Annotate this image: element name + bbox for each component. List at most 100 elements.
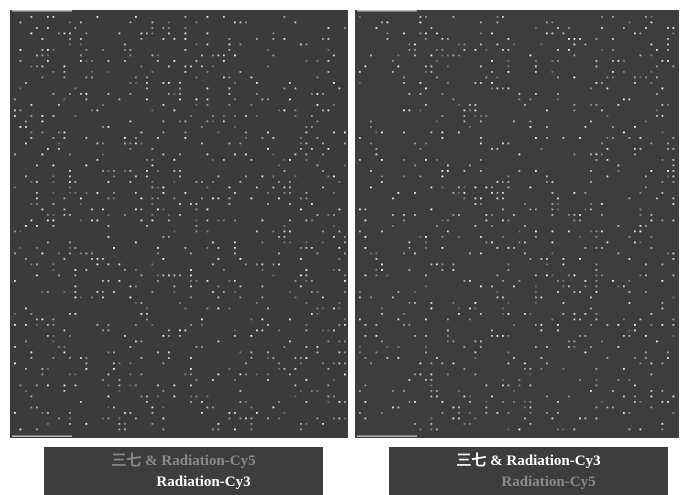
spot (14, 230, 16, 233)
spot (140, 32, 143, 35)
spot (584, 192, 587, 194)
spot (58, 32, 60, 35)
caption-line: Radiation-Cy5 (501, 474, 596, 490)
spot (469, 109, 471, 112)
spot (305, 324, 308, 326)
spot (217, 219, 220, 222)
spot (634, 76, 636, 79)
spot (650, 142, 653, 145)
edge-marker (357, 435, 417, 437)
spot (151, 71, 154, 73)
spot (359, 159, 361, 161)
spot (452, 263, 455, 266)
spot (408, 324, 411, 326)
spot (289, 186, 291, 189)
spot (612, 16, 614, 18)
spot (524, 368, 526, 370)
spot (546, 263, 548, 266)
spot (305, 142, 308, 145)
spot (52, 93, 55, 95)
spot (289, 159, 291, 161)
spot (52, 263, 55, 266)
spot (162, 131, 165, 134)
spot (496, 76, 499, 79)
spot (546, 109, 548, 112)
spot (645, 225, 647, 227)
spot (579, 214, 581, 216)
spot (223, 269, 225, 271)
spot (294, 153, 297, 156)
spot (425, 274, 427, 277)
spot (612, 137, 614, 139)
spot (441, 170, 444, 172)
spot (129, 373, 132, 376)
spot (381, 131, 383, 134)
spot (135, 384, 137, 387)
spot (63, 197, 66, 200)
spot (447, 54, 449, 57)
spot (322, 142, 324, 145)
spot (672, 274, 675, 277)
spot (557, 60, 559, 62)
spot (551, 241, 554, 244)
spot (272, 186, 275, 189)
spot (173, 291, 176, 293)
spot (135, 82, 137, 84)
spot (41, 318, 44, 321)
spot (601, 27, 603, 29)
spot (672, 164, 675, 167)
spot (151, 109, 154, 112)
spot (113, 247, 115, 249)
spot (25, 142, 27, 145)
spot (344, 274, 346, 277)
spot (305, 269, 308, 271)
spot (91, 71, 93, 73)
spot (19, 87, 22, 90)
spot (458, 412, 460, 414)
spot (425, 285, 427, 288)
spot (634, 324, 636, 326)
spot (162, 104, 165, 106)
spot (430, 208, 433, 211)
spot (672, 181, 675, 183)
spot (403, 219, 405, 222)
spot (69, 21, 71, 24)
spot (63, 351, 66, 354)
spot (91, 219, 93, 222)
spot (338, 362, 341, 365)
spot (650, 324, 653, 326)
spot (672, 324, 675, 326)
spot (502, 192, 504, 194)
spot (322, 38, 324, 40)
spot (206, 280, 209, 282)
spot (452, 406, 455, 409)
spot (85, 32, 88, 35)
spot (316, 120, 319, 123)
spot (63, 137, 66, 139)
spot (30, 395, 33, 398)
spot (129, 362, 132, 365)
spot (52, 71, 55, 73)
spot (14, 324, 16, 326)
spot (107, 93, 110, 95)
spot (239, 401, 242, 403)
spot (74, 384, 77, 387)
spot (311, 126, 313, 128)
spot (278, 368, 280, 370)
spot (85, 164, 88, 167)
spot (113, 406, 115, 409)
caption-line: 三七 & Radiation-Cy5 (111, 453, 256, 469)
spot (113, 175, 115, 178)
spot (102, 329, 104, 332)
edge-marker (12, 10, 72, 12)
spot (584, 208, 587, 211)
spot (91, 252, 93, 255)
spot (124, 137, 126, 139)
spot (19, 109, 22, 112)
spot (69, 93, 71, 95)
spot (305, 401, 308, 403)
spot (107, 280, 110, 282)
spot (129, 142, 132, 145)
spot (502, 197, 504, 200)
spot (107, 324, 110, 326)
